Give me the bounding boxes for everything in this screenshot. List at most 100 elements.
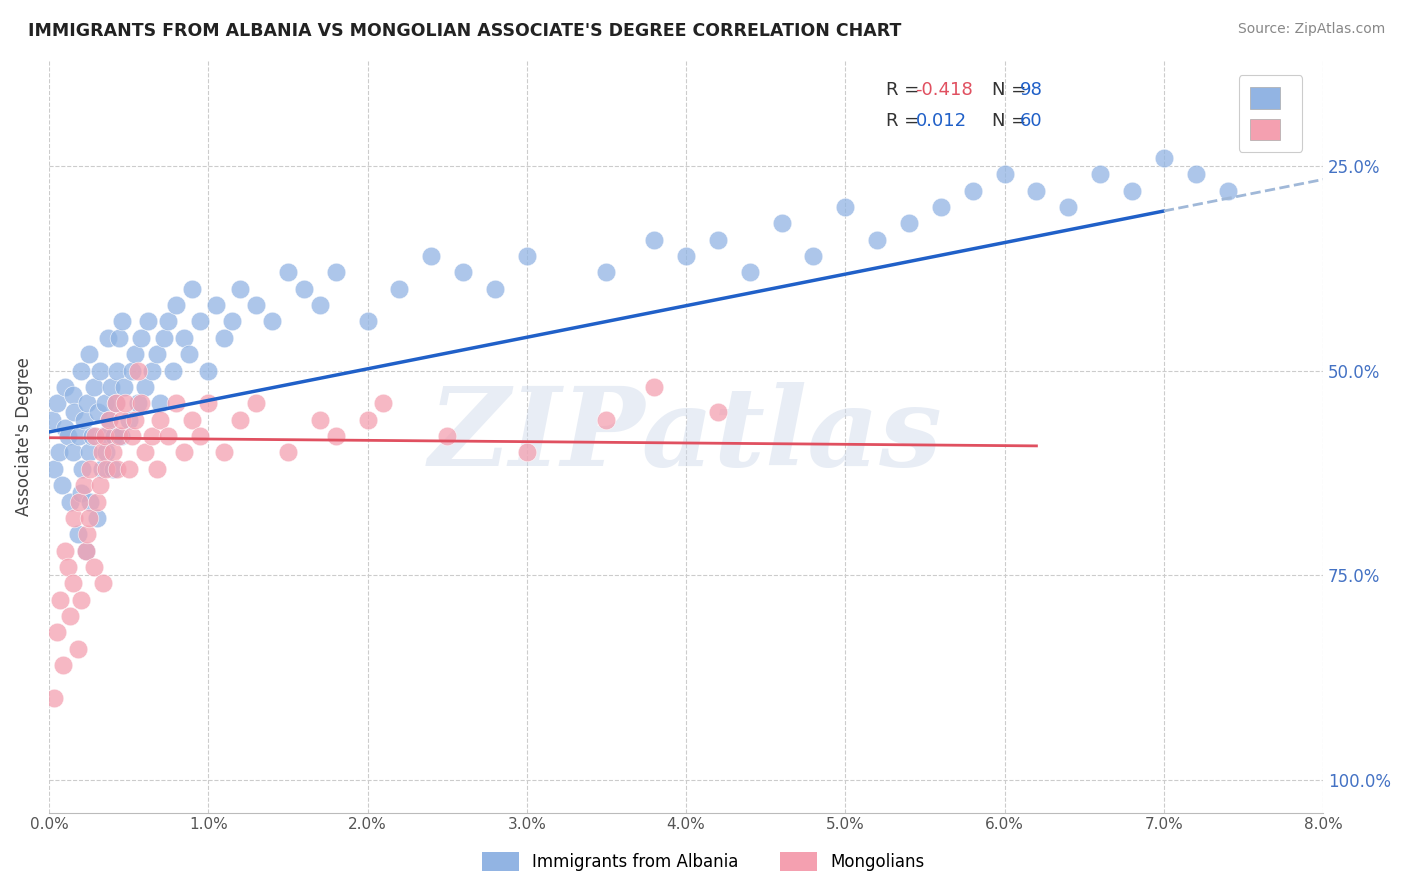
Point [91, 429, 114, 443]
Point [197, 363, 219, 377]
Point [197, 396, 219, 410]
Point [325, 429, 347, 443]
Point [62, 445, 84, 459]
Point [516, 249, 538, 263]
Point [62, 388, 84, 402]
Point [86, 511, 108, 525]
Point [157, 314, 180, 328]
Point [111, 314, 134, 328]
Point [1184, 167, 1206, 181]
Point [59, 494, 82, 508]
Point [107, 363, 129, 377]
Point [91, 576, 114, 591]
Point [100, 380, 122, 394]
Point [136, 314, 159, 328]
Point [127, 363, 149, 377]
Point [356, 413, 378, 427]
Point [90, 462, 112, 476]
Point [56, 560, 79, 574]
Point [69, 592, 91, 607]
Text: 60: 60 [1019, 112, 1042, 130]
Point [146, 462, 169, 476]
Text: R =: R = [886, 80, 925, 99]
Point [76, 396, 98, 410]
Point [131, 396, 153, 410]
Point [59, 609, 82, 624]
Text: IMMIGRANTS FROM ALBANIA VS MONGOLIAN ASSOCIATE'S DEGREE CORRELATION CHART: IMMIGRANTS FROM ALBANIA VS MONGOLIAN ASS… [28, 22, 901, 40]
Point [643, 233, 665, 247]
Point [162, 363, 184, 377]
Point [373, 396, 395, 410]
Point [188, 429, 211, 443]
Point [79, 462, 101, 476]
Point [114, 396, 136, 410]
Legend: Immigrants from Albania, Mongolians: Immigrants from Albania, Mongolians [474, 843, 932, 880]
Point [292, 282, 315, 296]
Point [93, 396, 115, 410]
Point [77, 347, 100, 361]
Point [516, 445, 538, 459]
Point [77, 511, 100, 525]
Point [595, 413, 617, 427]
Point [42, 462, 65, 476]
Point [149, 413, 172, 427]
Point [69, 486, 91, 500]
Point [56, 429, 79, 443]
Point [73, 478, 96, 492]
Point [83, 560, 105, 574]
Text: ZIPatlas: ZIPatlas [429, 383, 943, 490]
Point [707, 233, 730, 247]
Point [63, 404, 86, 418]
Point [69, 363, 91, 377]
Point [67, 494, 90, 508]
Point [179, 347, 201, 361]
Point [141, 429, 163, 443]
Point [53, 421, 76, 435]
Point [245, 396, 267, 410]
Point [124, 347, 146, 361]
Point [48, 445, 70, 459]
Point [121, 429, 143, 443]
Point [111, 413, 134, 427]
Point [75, 543, 97, 558]
Point [643, 380, 665, 394]
Text: N =: N = [991, 112, 1032, 130]
Point [325, 265, 347, 279]
Point [86, 494, 108, 508]
Text: 98: 98 [1019, 80, 1043, 99]
Point [898, 216, 921, 230]
Point [110, 429, 132, 443]
Point [221, 314, 243, 328]
Point [436, 429, 458, 443]
Point [451, 265, 474, 279]
Point [52, 658, 75, 673]
Point [1216, 184, 1239, 198]
Point [77, 445, 100, 459]
Point [356, 314, 378, 328]
Point [165, 396, 187, 410]
Point [107, 462, 129, 476]
Point [96, 462, 118, 476]
Point [89, 363, 111, 377]
Point [188, 314, 211, 328]
Point [146, 347, 169, 361]
Point [124, 413, 146, 427]
Point [89, 478, 111, 492]
Point [308, 298, 330, 312]
Point [212, 331, 235, 345]
Point [96, 445, 118, 459]
Point [62, 576, 84, 591]
Point [101, 462, 124, 476]
Point [49, 592, 72, 607]
Point [53, 380, 76, 394]
Point [104, 396, 127, 410]
Point [53, 543, 76, 558]
Y-axis label: Associate's Degree: Associate's Degree [15, 357, 32, 516]
Point [181, 282, 204, 296]
Point [929, 200, 952, 214]
Point [73, 413, 96, 427]
Point [83, 380, 105, 394]
Point [1121, 184, 1143, 198]
Point [134, 380, 156, 394]
Point [93, 429, 115, 443]
